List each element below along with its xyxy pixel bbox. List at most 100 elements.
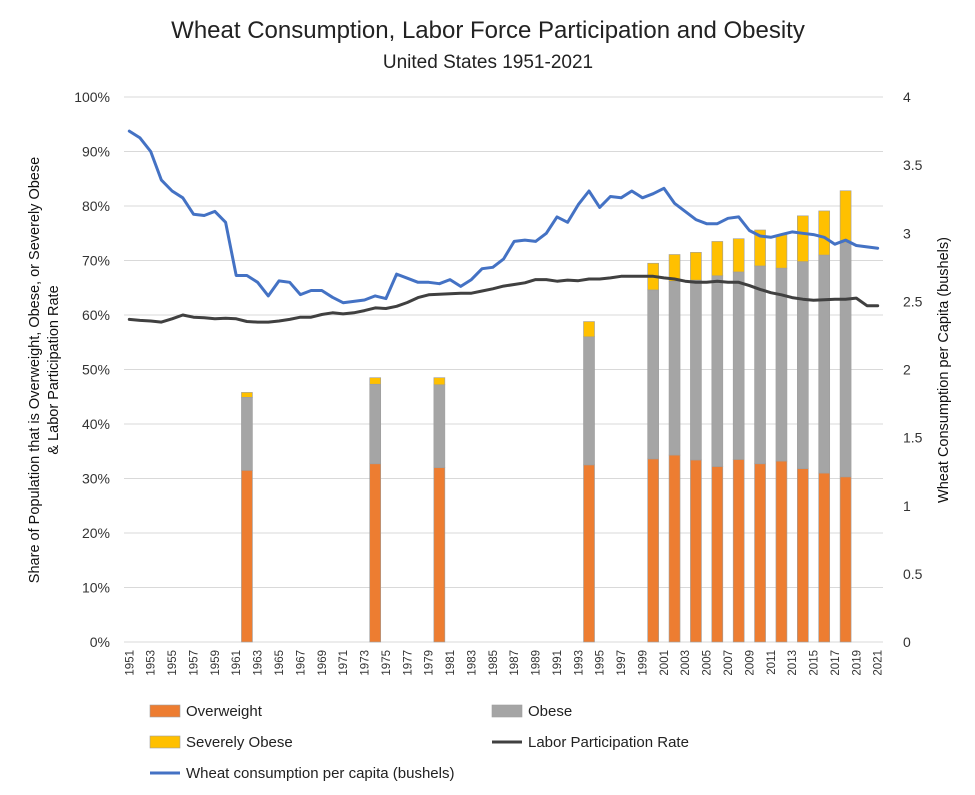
y-left-tick-label: 60%	[82, 307, 110, 323]
bar-segment	[797, 468, 809, 643]
y-right-tick-label: 3.5	[903, 157, 923, 173]
bar-segment	[668, 280, 681, 456]
x-tick-label: 2013	[787, 650, 799, 676]
bar-segment	[775, 460, 788, 643]
y-left-tick-label: 100%	[74, 89, 110, 105]
x-tick-label: 1967	[295, 650, 307, 676]
x-tick-label: 1997	[616, 650, 628, 676]
bar-segment	[839, 476, 852, 643]
bar-segment	[647, 458, 659, 643]
bar-segment	[711, 466, 724, 643]
y-right-tick-label: 2	[903, 362, 911, 378]
bar-segment	[711, 241, 724, 277]
bar-segment	[241, 392, 253, 398]
bar-segment	[732, 459, 745, 643]
legend: Overweight Obese Severely Obese Labor Parti…	[149, 703, 689, 782]
bars	[241, 190, 852, 643]
x-tick-label: 1969	[317, 650, 329, 676]
bar-segment	[775, 234, 788, 269]
x-tick-label: 1965	[274, 650, 286, 676]
x-tick-label: 1993	[573, 650, 585, 676]
y-right-tick-label: 1	[903, 498, 911, 514]
bar-segment	[818, 472, 831, 643]
y-right-tick-label: 3	[903, 225, 911, 241]
x-tick-label: 2019	[851, 650, 863, 676]
series-lines	[127, 129, 880, 324]
x-tick-label: 1989	[531, 650, 543, 676]
bar-segment	[668, 254, 681, 282]
bar-segment	[754, 265, 766, 465]
y-axis-left-label-line1: Share of Population that is Overweight, …	[27, 157, 43, 583]
x-tick-label: 2003	[680, 650, 692, 676]
series-line	[127, 129, 880, 305]
x-tick-label: 1985	[488, 650, 500, 676]
y-right-tick-label: 4	[903, 89, 911, 105]
y-right-tick-label: 2.5	[903, 293, 923, 309]
y-left-tick-label: 50%	[82, 362, 110, 378]
y-right-tick-label: 1.5	[903, 430, 923, 446]
x-tick-label: 1957	[188, 650, 200, 676]
bar-segment	[583, 321, 595, 338]
bar-segment	[647, 289, 659, 460]
x-tick-label: 1953	[146, 650, 158, 676]
bar-segment	[433, 467, 446, 643]
x-tick-label: 2015	[809, 650, 821, 676]
x-tick-label: 1963	[253, 650, 265, 676]
y-right-tick-label: 0.5	[903, 566, 923, 582]
bar-segment	[818, 210, 831, 256]
bar-segment	[797, 261, 809, 469]
x-tick-label: 1961	[231, 650, 243, 676]
x-axis-ticks: 1951 1953 1955 1957 1959 1961 1963 1965 1967 1969…	[124, 650, 884, 676]
bar-segment	[668, 454, 681, 643]
y-left-tick-label: 0%	[90, 634, 110, 650]
x-tick-label: 1977	[402, 650, 414, 676]
bar-segment	[754, 229, 766, 267]
x-tick-label: 1981	[445, 650, 457, 676]
bar-segment	[690, 459, 702, 643]
legend-label: Severely Obese	[186, 734, 293, 751]
y-axis-right-ticks: 0 0.5 1 1.5 2 2.5 3 3.5 4	[903, 89, 923, 650]
chart-title: Wheat Consumption, Labor Force Participa…	[171, 17, 805, 44]
gridlines	[124, 96, 883, 643]
y-axis-left-label-line2: & Labor Participation Rate	[46, 285, 62, 454]
y-axis-left-ticks: 0% 10% 20% 30% 40% 50% 60% 70% 80% 90% 100%	[74, 89, 110, 650]
legend-label: Wheat consumption per capita (bushels)	[186, 765, 454, 782]
x-tick-label: 1975	[381, 650, 393, 676]
y-left-tick-label: 30%	[82, 471, 110, 487]
x-tick-label: 1983	[466, 650, 478, 676]
x-tick-label: 1973	[360, 650, 372, 676]
bar-segment	[583, 464, 595, 643]
bar-segment	[711, 275, 724, 467]
legend-swatch	[491, 704, 523, 718]
bar-segment	[754, 463, 766, 643]
bar-segment	[732, 238, 745, 273]
bar-segment	[839, 242, 852, 478]
x-tick-label: 1999	[637, 650, 649, 676]
x-tick-label: 2009	[744, 650, 756, 676]
series-line	[127, 274, 880, 324]
y-left-tick-label: 80%	[82, 198, 110, 214]
bar-segment	[690, 279, 702, 461]
legend-label: Obese	[528, 703, 572, 720]
chart-subtitle: United States 1951-2021	[383, 52, 593, 73]
bar-segment	[839, 190, 852, 243]
bar-segment	[369, 377, 382, 385]
y-left-tick-label: 20%	[82, 525, 110, 541]
bar-segment	[241, 396, 253, 471]
bar-segment	[369, 383, 382, 465]
bar-segment	[797, 215, 809, 262]
y-left-tick-label: 70%	[82, 253, 110, 269]
y-left-tick-label: 90%	[82, 144, 110, 160]
x-tick-label: 1955	[167, 650, 179, 676]
x-tick-label: 1959	[210, 650, 222, 676]
x-tick-label: 1995	[595, 650, 607, 676]
x-tick-label: 2021	[873, 650, 885, 676]
bar-segment	[433, 377, 446, 386]
bar-segment	[583, 336, 595, 466]
x-tick-label: 2005	[702, 650, 714, 676]
bar-segment	[818, 254, 831, 474]
x-tick-label: 1971	[338, 650, 350, 676]
legend-swatch	[149, 735, 181, 749]
